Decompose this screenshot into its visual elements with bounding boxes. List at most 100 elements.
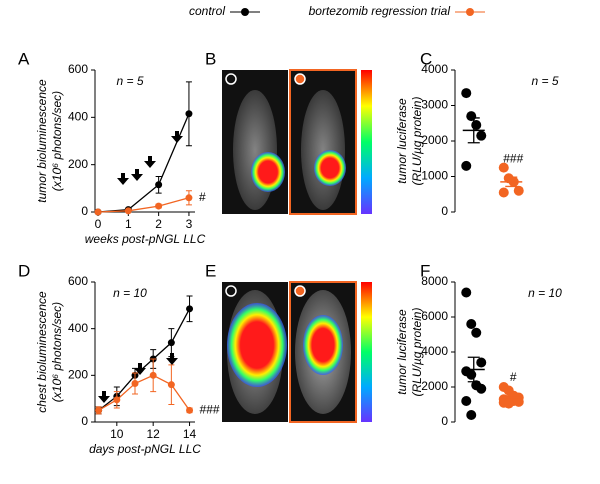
treatment-arrow [171,131,183,143]
data-point [167,339,175,347]
y-axis-label: (RLU/µg protein) [410,97,424,186]
data-point [461,396,472,406]
data-point [513,396,524,407]
data-point [185,110,193,118]
sem-bar [505,395,518,400]
x-tick-label: 10 [110,427,124,441]
data-point [131,380,139,387]
x-axis-label: weeks post-pNGL LLC [85,232,206,246]
n-label: n = 10 [528,286,562,300]
data-point [155,181,163,189]
treatment-arrow [98,391,110,403]
y-tick-label: 2000 [421,133,448,147]
panel-label: E [205,261,216,280]
data-point [167,381,175,389]
n-label: n = 10 [113,286,147,300]
y-tick-label: 8000 [421,274,448,288]
panel-label: F [420,261,430,280]
y-tick-label: 0 [81,414,88,428]
treatment-arrow [134,363,146,375]
legend-label: control [189,4,225,18]
data-point [476,357,487,368]
sem-bar [467,117,480,144]
data-point [471,120,482,131]
y-axis-label: chest bioluminescence [35,291,49,413]
y-tick-label: 600 [68,274,88,288]
data-point [461,160,472,171]
data-point [149,371,157,379]
image-b [222,69,372,215]
data-point [498,187,509,198]
y-tick-label: 4000 [421,344,448,358]
n-label: n = 5 [116,74,143,88]
data-point [503,398,514,409]
y-tick-label: 1000 [421,169,448,183]
y-tick-label: 0 [441,204,448,218]
data-point [466,369,477,380]
n-label: n = 5 [531,74,558,88]
x-tick-label: 2 [155,217,162,231]
series-line [97,113,190,213]
y-tick-label: 6000 [421,309,448,323]
y-tick-label: 3000 [421,98,448,112]
data-point [124,207,132,215]
sem-bar [505,176,518,188]
panel-label: C [420,49,432,68]
panel-label: D [18,261,30,280]
data-point [113,396,121,404]
y-tick-label: 200 [68,368,88,382]
x-tick-label: 3 [186,217,193,231]
significance: # [510,370,517,384]
y-tick-label: 200 [68,157,88,171]
treatment-arrow [117,173,129,185]
data-point [498,162,509,173]
panel-label: B [205,49,216,68]
y-axis-label: tumor luciferase [395,98,409,184]
legend-marker [241,8,249,16]
y-tick-label: 600 [68,62,88,76]
y-tick-label: 400 [68,321,88,335]
y-tick-label: 2000 [421,379,448,393]
y-tick-label: 0 [441,414,448,428]
x-tick-label: 14 [183,427,197,441]
data-point [461,88,472,99]
data-point [155,202,163,210]
x-tick-label: 12 [147,427,161,441]
data-point [466,410,477,420]
series-line [98,374,191,411]
data-point [476,383,487,394]
significance: # [199,190,206,204]
y-axis-label: (x10⁶ photons/sec) [50,302,64,402]
y-tick-label: 4000 [421,62,448,76]
series-line [98,197,190,213]
data-point [186,305,194,313]
data-point [95,406,103,414]
legend-marker [466,8,474,16]
data-point [476,130,487,141]
significance: ### [503,151,523,165]
data-point [466,111,477,122]
y-axis-label: tumor bioluminescence [35,79,49,203]
treatment-arrow [131,169,143,181]
treatment-arrow [144,156,156,168]
data-point [185,194,193,202]
legend-label: bortezomib regression trial [309,4,451,18]
treatment-arrow [166,353,178,365]
significance: ### [200,403,220,417]
data-point [466,319,477,329]
y-tick-label: 0 [81,204,88,218]
data-point [186,406,194,414]
data-point [461,287,472,298]
data-point [471,327,482,338]
sem-bar [467,356,480,383]
x-axis-label: days post-pNGL LLC [89,442,201,456]
panel-label: A [18,49,30,68]
x-tick-label: 0 [95,217,102,231]
x-tick-label: 1 [125,217,132,231]
data-point [513,185,524,196]
y-tick-label: 400 [68,110,88,124]
data-point [94,208,102,216]
y-axis-label: (RLU/µg protein) [410,308,424,397]
y-axis-label: (x10⁶ photons/sec) [50,91,64,191]
